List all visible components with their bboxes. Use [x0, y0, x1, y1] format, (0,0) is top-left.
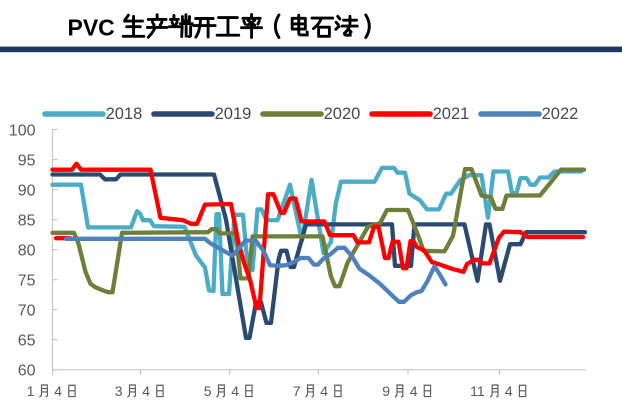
svg-text:90: 90 — [18, 182, 36, 199]
svg-text:95: 95 — [18, 152, 36, 169]
svg-text:4: 4 — [320, 383, 328, 399]
svg-text:PVC: PVC — [68, 15, 115, 41]
svg-text:65: 65 — [18, 333, 36, 350]
svg-text:100: 100 — [9, 122, 36, 139]
svg-text:60: 60 — [18, 363, 36, 380]
svg-text:80: 80 — [18, 242, 36, 259]
svg-text:75: 75 — [18, 272, 36, 289]
svg-text:7: 7 — [293, 383, 301, 399]
svg-text:9: 9 — [382, 383, 390, 399]
svg-text:2020: 2020 — [324, 105, 361, 123]
svg-text:4: 4 — [54, 383, 62, 399]
svg-text:4: 4 — [505, 383, 513, 399]
svg-text:2019: 2019 — [215, 105, 252, 123]
svg-text:4: 4 — [410, 383, 418, 399]
svg-text:70: 70 — [18, 302, 36, 319]
svg-text:5: 5 — [204, 383, 212, 399]
svg-text:2021: 2021 — [433, 105, 470, 123]
svg-text:2022: 2022 — [542, 105, 579, 123]
svg-text:1: 1 — [27, 383, 35, 399]
svg-text:2018: 2018 — [106, 105, 143, 123]
svg-text:4: 4 — [231, 383, 239, 399]
svg-text:11: 11 — [470, 383, 485, 399]
svg-text:3: 3 — [115, 383, 123, 399]
svg-text:85: 85 — [18, 212, 36, 229]
svg-text:4: 4 — [142, 383, 150, 399]
